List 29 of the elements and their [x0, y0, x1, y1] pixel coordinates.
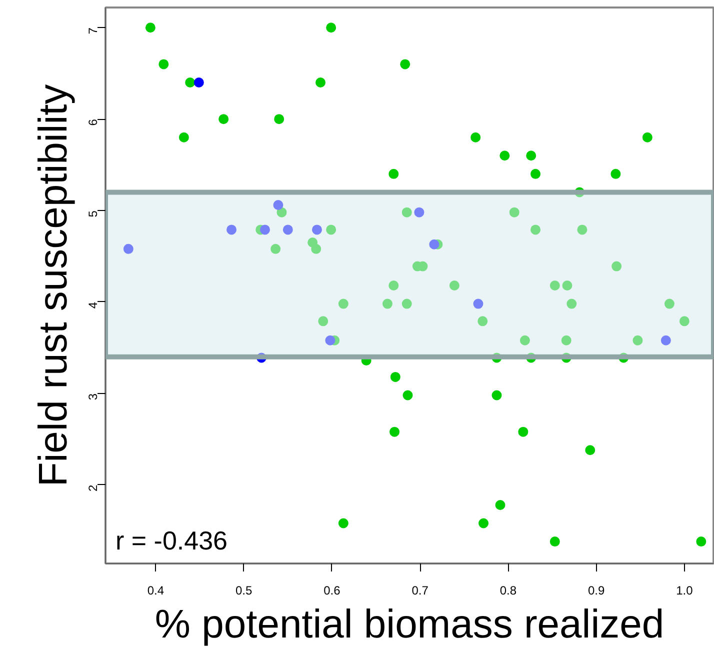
y-tick-label: 5: [86, 210, 100, 218]
y-tick-label: 2: [86, 484, 100, 492]
point: [325, 335, 336, 346]
point: [123, 244, 134, 254]
annotation: r = -0.436: [116, 526, 228, 556]
y-tick-label: 4: [86, 302, 100, 309]
point: [194, 77, 204, 88]
x-tick-label: 0.7: [412, 584, 429, 598]
y-tick-label: 6: [86, 118, 100, 126]
x-axis-title: % potential biomass realized: [154, 602, 664, 646]
x-tick-label: 0.8: [500, 584, 517, 598]
point: [260, 224, 270, 235]
point: [414, 207, 424, 218]
y-axis-title: Field rust susceptibility: [32, 84, 76, 487]
point: [226, 224, 237, 235]
point: [473, 298, 484, 309]
point: [429, 239, 440, 250]
y-tick-label: 7: [86, 27, 100, 34]
point: [282, 224, 293, 235]
point: [312, 224, 322, 235]
x-tick-label: 0.4: [147, 584, 164, 598]
point: [256, 352, 266, 363]
x-tick-label: 0.6: [324, 584, 341, 598]
x-tick-label: 0.9: [588, 584, 605, 598]
x-tick-label: 0.5: [236, 584, 253, 598]
y-tick-label: 3: [86, 393, 100, 400]
point: [660, 335, 671, 346]
point: [273, 200, 284, 210]
x-tick-label: 1.0: [676, 584, 694, 598]
